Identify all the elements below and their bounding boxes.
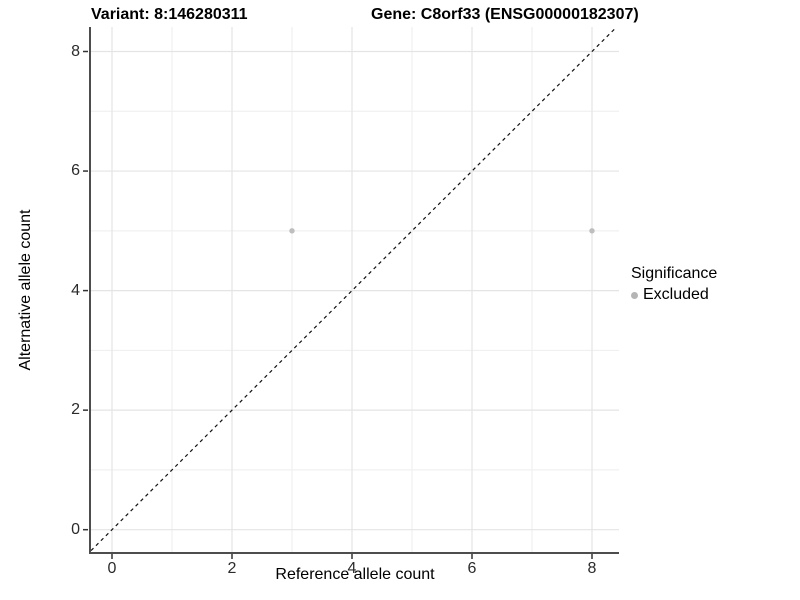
data-point: [289, 228, 295, 234]
legend-title: Significance: [631, 265, 718, 282]
y-tick-label: 6: [71, 162, 80, 180]
x-axis-title: Reference allele count: [275, 566, 435, 583]
y-tick-label: 0: [71, 520, 80, 538]
plot-title-variant: Variant: 8:146280311: [91, 6, 248, 23]
x-tick-label: 0: [107, 560, 117, 577]
y-tick-label: 8: [71, 42, 80, 60]
plot-title-gene: Gene: C8orf33 (ENSG00000182307): [371, 6, 639, 23]
y-tick-label: 2: [71, 401, 80, 419]
y-tick-label: 4: [71, 281, 80, 299]
legend-item-excluded: Excluded: [631, 286, 717, 304]
legend-item-label: Excluded: [643, 286, 709, 303]
legend: Significance Excluded: [631, 265, 717, 304]
identity-dashed-line: [90, 26, 618, 552]
x-tick-label: 8: [587, 560, 597, 577]
y-axis-title: Alternative allele count: [17, 209, 34, 371]
x-tick-label: 2: [227, 560, 237, 577]
data-point: [589, 228, 595, 234]
legend-point-icon: [631, 291, 638, 299]
x-tick-label: 6: [467, 560, 477, 577]
x-tick-label: 4: [347, 560, 357, 577]
